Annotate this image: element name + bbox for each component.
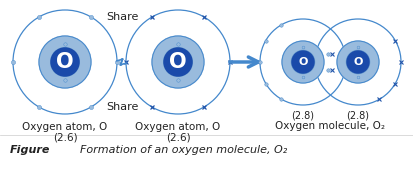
Text: Oxygen molecule, O₂: Oxygen molecule, O₂ (275, 121, 385, 131)
Text: (2.8): (2.8) (346, 111, 369, 121)
Circle shape (45, 42, 85, 82)
Text: Share: Share (106, 12, 138, 22)
Text: O: O (352, 57, 362, 67)
Text: Share: Share (106, 102, 138, 112)
Circle shape (39, 36, 91, 88)
Circle shape (50, 48, 79, 76)
Text: (2.6): (2.6) (165, 133, 190, 143)
Circle shape (51, 48, 79, 76)
Circle shape (336, 41, 378, 83)
Text: O: O (56, 52, 74, 72)
Circle shape (164, 48, 192, 76)
Circle shape (341, 46, 373, 78)
Circle shape (346, 51, 369, 74)
Circle shape (291, 51, 314, 74)
Text: O: O (169, 52, 186, 72)
Circle shape (291, 51, 313, 73)
Text: (2.6): (2.6) (52, 133, 77, 143)
Text: Oxygen atom, O: Oxygen atom, O (22, 122, 107, 132)
Text: (2.8): (2.8) (291, 111, 314, 121)
Text: O: O (298, 57, 307, 67)
Text: Figure: Figure (10, 145, 50, 155)
Text: Formation of an oxygen molecule, O₂: Formation of an oxygen molecule, O₂ (80, 145, 287, 155)
Circle shape (346, 51, 368, 73)
Circle shape (152, 36, 204, 88)
Circle shape (163, 48, 192, 76)
Circle shape (281, 41, 323, 83)
Text: Oxygen atom, O: Oxygen atom, O (135, 122, 220, 132)
Circle shape (158, 42, 197, 82)
Circle shape (286, 46, 318, 78)
